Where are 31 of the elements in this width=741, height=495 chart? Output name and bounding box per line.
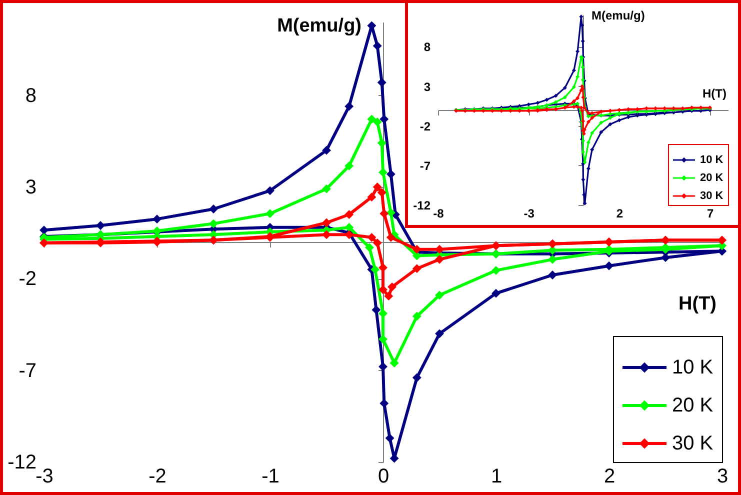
x-tick-label: -2 (148, 466, 166, 488)
x-tick-label: 2 (616, 206, 624, 220)
y-tick-label: -2 (18, 268, 36, 290)
x-axis-title: H(T) (702, 86, 726, 100)
x-tick-label: -8 (433, 206, 444, 220)
y-tick-label: 8 (25, 84, 36, 107)
legend-label: 10 K (672, 356, 714, 378)
y-tick-label: -2 (420, 119, 431, 134)
y-tick-label: 8 (424, 40, 431, 54)
legend-label: 30 K (672, 432, 714, 454)
y-axis-title: M(emu/g) (277, 16, 362, 36)
legend-label: 10 K (700, 154, 724, 166)
x-tick-label: 7 (707, 206, 714, 220)
x-tick-label: 1 (490, 466, 502, 488)
legend-label: 20 K (700, 172, 724, 184)
y-axis-title: M(emu/g) (592, 8, 645, 22)
legend-label: 30 K (700, 190, 724, 202)
y-tick-label: -12 (8, 452, 36, 474)
x-tick-label: -1 (262, 466, 280, 488)
y-tick-label: 3 (424, 80, 431, 94)
legend-label: 20 K (672, 394, 714, 416)
y-tick-label: -7 (18, 360, 36, 382)
x-tick-label: 0 (378, 466, 390, 488)
y-tick-label: 3 (25, 176, 36, 198)
y-tick-label: -12 (413, 198, 431, 212)
x-tick-label: -3 (36, 466, 54, 488)
x-tick-label: -3 (524, 206, 535, 220)
x-tick-label: 3 (716, 466, 728, 488)
x-tick-label: 2 (604, 466, 616, 488)
y-tick-label: -7 (420, 158, 431, 173)
x-axis-title: H(T) (678, 294, 716, 314)
